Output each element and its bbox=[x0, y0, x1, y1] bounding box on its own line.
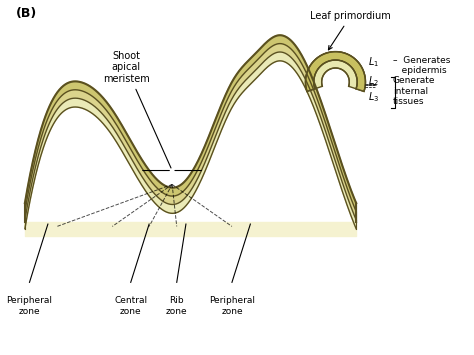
Text: –  Generates
   epidermis: – Generates epidermis bbox=[393, 56, 450, 75]
Polygon shape bbox=[306, 52, 365, 91]
Polygon shape bbox=[25, 35, 356, 212]
Text: Rib
zone: Rib zone bbox=[166, 296, 188, 316]
Text: Shoot
apical
meristem: Shoot apical meristem bbox=[103, 51, 171, 168]
Text: $L_1$: $L_1$ bbox=[368, 56, 379, 70]
Polygon shape bbox=[306, 52, 365, 91]
Text: Leaf primordium: Leaf primordium bbox=[310, 11, 391, 50]
Text: Generate
internal
tissues: Generate internal tissues bbox=[393, 76, 436, 106]
Text: Central
zone: Central zone bbox=[114, 296, 147, 316]
Text: (B): (B) bbox=[16, 7, 37, 20]
Polygon shape bbox=[25, 44, 356, 220]
Text: Peripheral
zone: Peripheral zone bbox=[209, 296, 255, 316]
Polygon shape bbox=[25, 52, 356, 229]
Polygon shape bbox=[314, 60, 357, 89]
Text: Peripheral
zone: Peripheral zone bbox=[7, 296, 53, 316]
Text: $L_3$: $L_3$ bbox=[368, 91, 379, 104]
Text: $L_2$: $L_2$ bbox=[368, 74, 379, 88]
